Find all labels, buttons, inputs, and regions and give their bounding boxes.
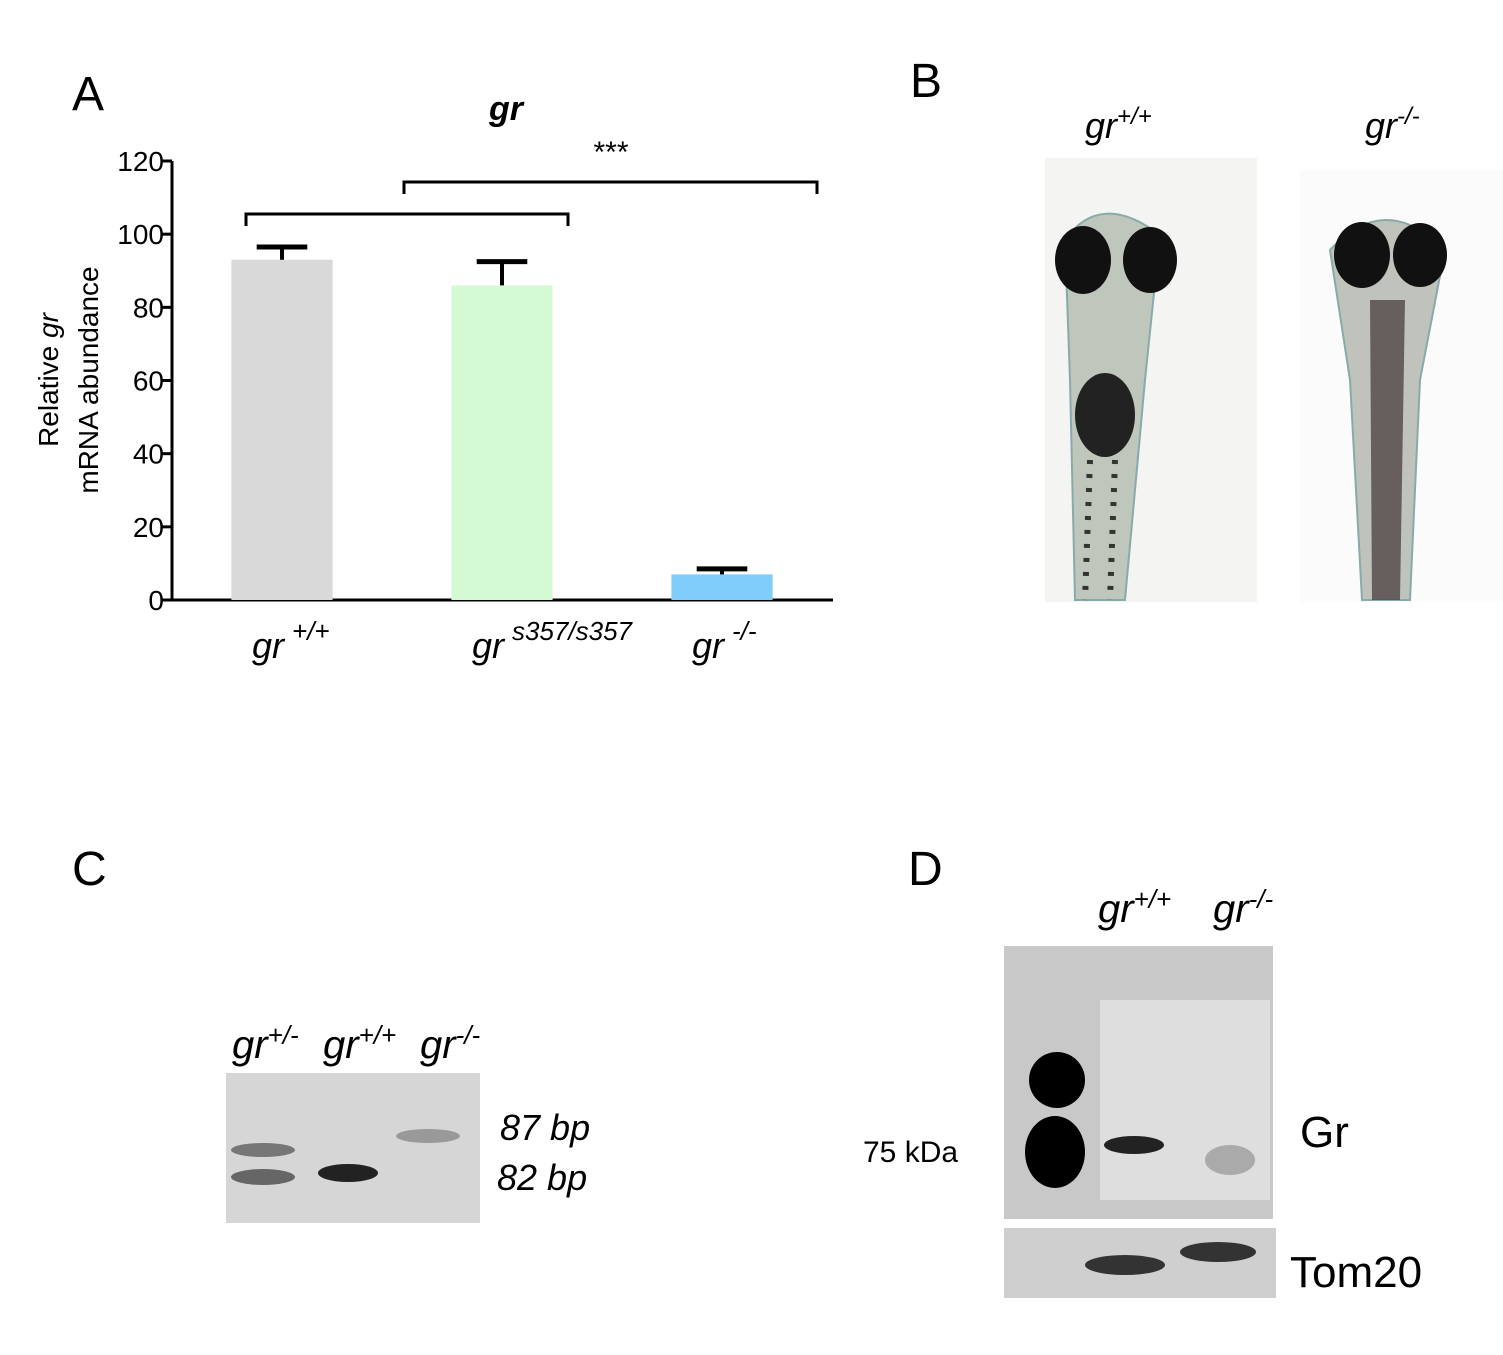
bar	[231, 259, 333, 600]
category-base: gr	[472, 625, 506, 666]
x-tick-label: gr s357/s357	[472, 616, 634, 666]
protein-label: Gr	[1300, 1108, 1349, 1157]
label-sup: -/-	[456, 1020, 481, 1050]
label-sup: +/+	[359, 1020, 397, 1050]
western-blot	[1004, 946, 1276, 1298]
lane-label: gr+/+	[1098, 884, 1171, 931]
category-base: gr	[252, 625, 286, 666]
label-base: gr	[1365, 105, 1399, 146]
label-sup: +/+	[1117, 103, 1152, 130]
label-sup: -/-	[1249, 884, 1274, 914]
protein-label: Tom20	[1290, 1248, 1422, 1297]
lane-label: gr-/-	[1213, 884, 1273, 931]
bar	[451, 285, 553, 600]
x-tick-label: gr -/-	[692, 616, 757, 666]
panel-letter: C	[72, 843, 107, 896]
panel-letter: A	[72, 68, 104, 121]
image-label: gr+/+	[1085, 103, 1152, 146]
category-sup: +/+	[292, 616, 330, 646]
significance-label: ***	[593, 136, 628, 169]
label-base: gr	[1098, 887, 1135, 931]
x-tick-label: gr +/+	[252, 616, 330, 666]
label-base: gr	[1213, 887, 1250, 931]
label-sup: +/+	[1134, 884, 1172, 914]
marker-label: 75 kDa	[863, 1136, 958, 1169]
y-tick-label: 100	[117, 219, 164, 250]
band-label: 87 bp	[500, 1107, 590, 1148]
significance-bracket	[244, 212, 570, 226]
y-tick-label: 80	[133, 292, 164, 323]
lane-label: gr+/+	[323, 1020, 396, 1067]
gel-image	[226, 1073, 480, 1223]
y-label-italic: gr	[33, 311, 64, 338]
image-label: gr-/-	[1365, 103, 1420, 146]
bar-chart: gr Relative gr mRNA abundance *** 0 20 40 6…	[33, 90, 833, 666]
y-tick-label: 60	[133, 366, 164, 397]
y-tick-label: 0	[148, 585, 164, 616]
significance-bracket	[402, 180, 819, 194]
y-tick-label: 120	[117, 146, 164, 177]
chart-title: gr	[488, 90, 525, 128]
y-tick-label: 20	[133, 512, 164, 543]
category-sup: -/-	[732, 616, 757, 646]
label-base: gr	[232, 1023, 269, 1067]
label-base: gr	[1085, 105, 1119, 146]
y-tick-label: 40	[133, 439, 164, 470]
bar	[671, 574, 773, 600]
band-label: 82 bp	[497, 1157, 587, 1198]
label-sup: +/-	[268, 1020, 299, 1050]
panel-letter: D	[908, 843, 943, 896]
larva-photo	[1045, 158, 1257, 602]
label-base: gr	[420, 1023, 457, 1067]
label-base: gr	[323, 1023, 360, 1067]
panel-letter: B	[910, 55, 942, 108]
label-sup: -/-	[1397, 103, 1420, 130]
lane-label: gr+/-	[232, 1020, 299, 1067]
category-base: gr	[692, 625, 726, 666]
category-sup: s357/s357	[512, 616, 634, 646]
lane-label: gr-/-	[420, 1020, 480, 1067]
y-label-text: Relative	[33, 346, 64, 447]
larva-photo	[1300, 170, 1503, 602]
y-axis-label: Relative gr	[33, 311, 64, 447]
y-axis-label: mRNA abundance	[73, 266, 104, 493]
